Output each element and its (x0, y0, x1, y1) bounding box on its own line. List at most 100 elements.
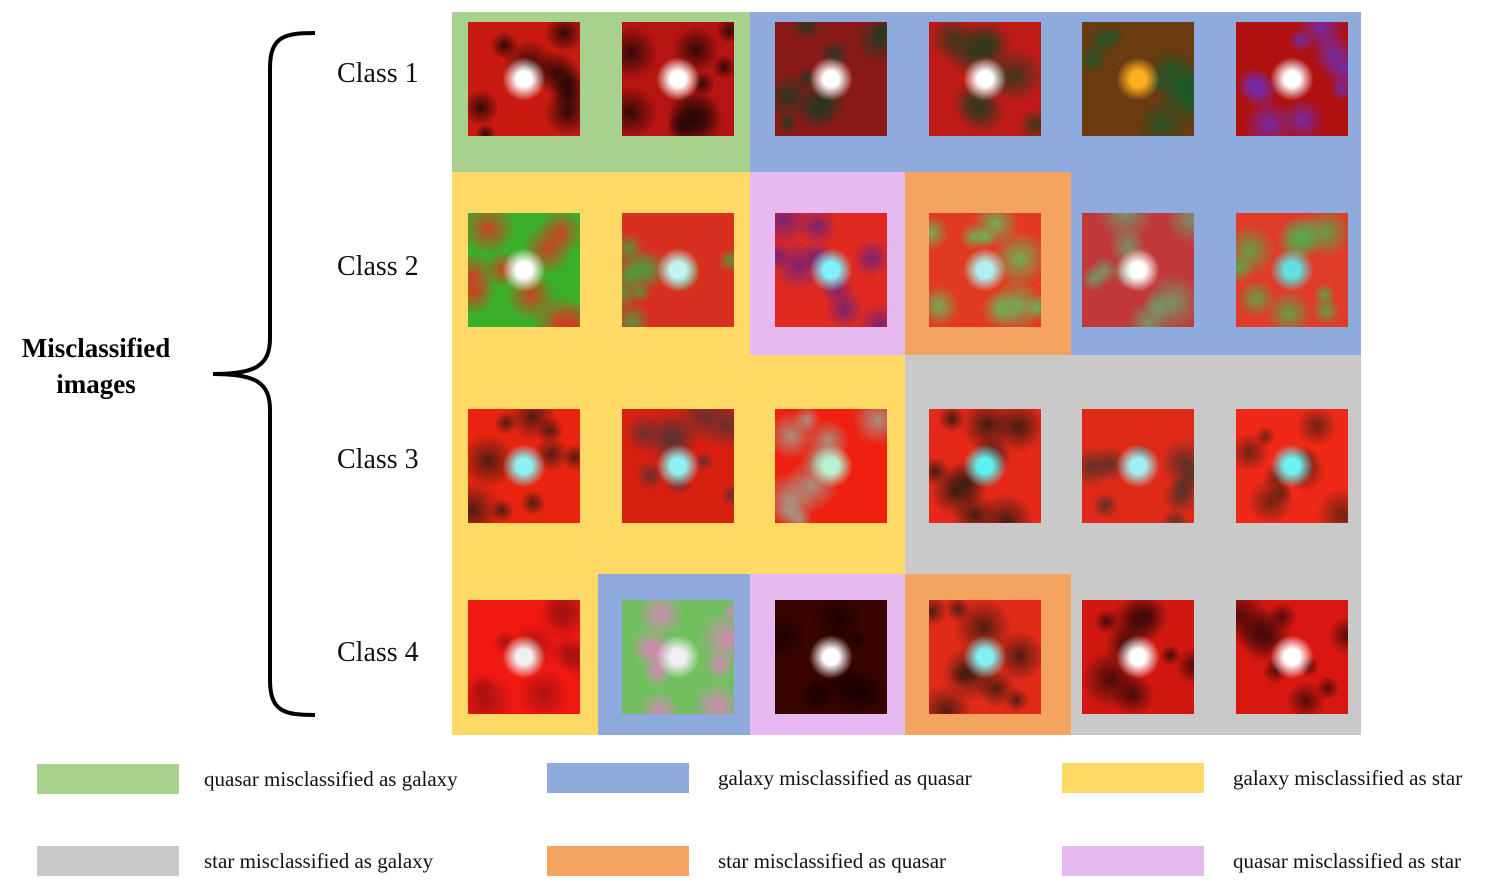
texture-blob (468, 88, 501, 127)
texture-blob (624, 413, 665, 454)
texture-blob (474, 123, 496, 136)
texture-blob (1082, 264, 1108, 293)
texture-blob (490, 31, 519, 60)
texture-blob (980, 290, 1020, 327)
texture-blob (854, 22, 887, 64)
texture-blob (1311, 296, 1341, 326)
texture-blob (1236, 67, 1272, 103)
thumbnail-image (775, 409, 887, 523)
thumbnail-image (468, 409, 580, 523)
texture-blob (1023, 293, 1041, 322)
texture-blob (1314, 487, 1348, 523)
texture-blob (1103, 26, 1125, 48)
legend-label: galaxy misclassified as quasar (718, 766, 972, 790)
row-label-class-4: Class 4 (337, 637, 419, 668)
texture-blob (1174, 646, 1194, 685)
texture-blob (1243, 98, 1295, 136)
thumbnail-image (622, 409, 734, 523)
source-core (502, 57, 546, 101)
texture-blob (1328, 616, 1348, 655)
texture-blob (468, 213, 517, 257)
texture-blob (1159, 438, 1194, 489)
texture-blob (929, 215, 949, 252)
texture-blob (494, 410, 518, 435)
texture-blob (542, 600, 580, 630)
thumbnail-image (929, 22, 1041, 136)
thumbnail-image (468, 213, 580, 327)
thumbnail-image (468, 600, 580, 714)
legend-swatch (547, 846, 689, 876)
texture-blob (775, 613, 807, 662)
legend-swatch (37, 764, 179, 794)
texture-blob (691, 681, 734, 714)
source-core (809, 57, 853, 101)
thumbnail-image (1236, 213, 1348, 327)
texture-blob (638, 690, 681, 714)
texture-blob (720, 483, 734, 508)
texture-blob (1091, 491, 1120, 520)
texture-blob (1236, 278, 1277, 318)
source-core (502, 248, 546, 292)
source-core (1116, 57, 1160, 101)
texture-blob (929, 600, 948, 627)
texture-blob (519, 489, 547, 517)
texture-blob (712, 55, 734, 79)
source-core (656, 248, 700, 292)
texture-blob (852, 238, 887, 278)
texture-blob (697, 609, 734, 669)
thumbnail-image (929, 213, 1041, 327)
legend-label: quasar misclassified as galaxy (204, 767, 458, 791)
texture-blob (929, 22, 978, 64)
texture-blob (622, 231, 645, 264)
thumbnail-image (622, 600, 734, 714)
texture-blob (1315, 675, 1340, 701)
legend-label: star misclassified as quasar (718, 849, 947, 873)
texture-blob (1082, 43, 1108, 76)
source-core (502, 635, 546, 679)
source-core (1270, 444, 1314, 488)
texture-blob (718, 247, 734, 274)
thumbnail-image (775, 22, 887, 136)
texture-blob (1165, 213, 1194, 246)
source-core (963, 635, 1007, 679)
thumbnail-image (929, 600, 1041, 714)
source-core (656, 57, 700, 101)
source-core (656, 444, 700, 488)
texture-blob (786, 506, 813, 523)
texture-blob (1160, 507, 1191, 523)
texture-blob (561, 443, 580, 471)
source-core (963, 444, 1007, 488)
legend-label: quasar misclassified as star (1233, 849, 1462, 873)
texture-blob (558, 640, 580, 678)
texture-blob (798, 683, 833, 714)
thumbnail-image (1236, 22, 1348, 136)
thumbnail-image (1236, 600, 1348, 714)
source-core (963, 248, 1007, 292)
texture-blob (536, 416, 565, 445)
texture-blob (1295, 409, 1338, 447)
texture-blob (929, 284, 961, 327)
source-core (1116, 444, 1160, 488)
thumbnail-image (622, 213, 734, 327)
source-core (963, 57, 1007, 101)
texture-blob (1267, 602, 1297, 632)
texture-blob (775, 240, 793, 271)
legend-swatch (1062, 763, 1204, 793)
source-core (809, 444, 853, 488)
legend-label: star misclassified as galaxy (204, 849, 434, 873)
side-title-line1: Misclassified (21, 333, 171, 363)
thumbnail-image (929, 409, 1041, 523)
texture-blob (792, 409, 822, 435)
thumbnail-image (1082, 213, 1194, 327)
texture-blob (776, 111, 799, 134)
legend-swatch (547, 763, 689, 793)
thumbnail-image (1082, 409, 1194, 523)
thumbnail-image (622, 22, 734, 136)
source-core (1116, 248, 1160, 292)
legend-swatch (37, 846, 179, 876)
texture-blob (1255, 425, 1277, 448)
texture-blob (468, 672, 515, 714)
thumbnail-image (468, 22, 580, 136)
texture-blob (622, 301, 651, 327)
